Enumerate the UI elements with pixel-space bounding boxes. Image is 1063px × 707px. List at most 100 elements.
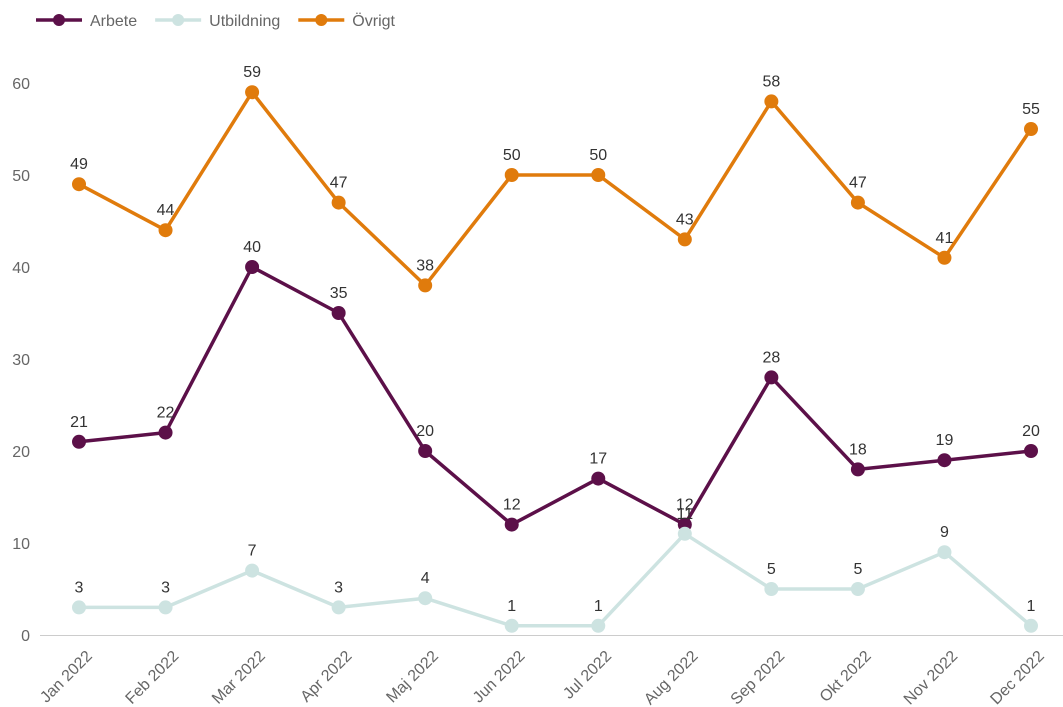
x-tick-label: Aug 2022	[641, 648, 702, 707]
legend-marker	[315, 14, 328, 26]
legend-item: Övrigt	[298, 12, 396, 30]
x-tick-label: Apr 2022	[298, 648, 356, 706]
data-point	[72, 600, 86, 615]
data-point	[245, 563, 260, 578]
data-point	[850, 582, 865, 596]
data-label: 4	[421, 570, 430, 587]
x-tick-label: Feb 2022	[123, 648, 183, 707]
data-point	[591, 618, 606, 633]
data-label: 12	[503, 497, 521, 514]
data-point	[504, 517, 519, 532]
data-point	[72, 434, 86, 449]
data-point	[331, 195, 346, 210]
data-label: 17	[589, 451, 607, 468]
data-label: 41	[936, 230, 954, 247]
data-label: 22	[157, 405, 175, 422]
data-point	[764, 94, 779, 109]
data-point	[418, 444, 433, 458]
x-tick-label: Jun 2022	[470, 648, 529, 707]
data-label: 47	[849, 175, 867, 192]
data-label: 9	[940, 524, 949, 541]
data-label: 59	[243, 64, 261, 81]
x-tick-label: Jul 2022	[560, 648, 615, 703]
y-tick-label: 0	[21, 628, 30, 645]
series-line	[78, 90, 1033, 288]
series-line	[78, 265, 1032, 527]
data-point	[850, 195, 865, 210]
legend-label: Övrigt	[352, 12, 395, 30]
y-tick-label: 60	[12, 76, 30, 93]
data-point	[158, 223, 173, 238]
data-point	[504, 618, 519, 633]
data-point	[591, 168, 606, 182]
data-label: 5	[853, 561, 862, 578]
data-label: 28	[762, 349, 780, 366]
legend-label: Arbete	[90, 13, 137, 30]
data-label: 1	[594, 598, 603, 615]
data-point	[591, 471, 606, 486]
legend-marker	[172, 14, 185, 26]
data-point	[937, 545, 952, 560]
series-line	[79, 532, 1033, 628]
y-tick-label: 20	[12, 444, 30, 461]
y-tick-label: 10	[12, 536, 30, 553]
data-point	[937, 453, 952, 468]
data-point	[158, 425, 173, 440]
data-label: 18	[849, 441, 867, 458]
data-label: 50	[503, 147, 521, 164]
data-point	[331, 600, 346, 615]
data-point	[418, 591, 433, 606]
y-tick-label: 50	[12, 168, 30, 185]
data-point	[677, 526, 692, 541]
data-label: 5	[767, 561, 776, 578]
x-tick-label: Nov 2022	[901, 648, 962, 707]
legend-label: Utbildning	[209, 13, 280, 30]
data-point	[937, 250, 952, 265]
data-point	[677, 232, 692, 247]
data-point	[331, 306, 346, 320]
x-tick-label: Okt 2022	[817, 648, 875, 706]
data-label: 35	[330, 285, 348, 302]
data-label: 21	[70, 414, 88, 431]
data-label: 58	[762, 73, 780, 90]
x-tick-label: Dec 2022	[987, 648, 1048, 707]
legend-item: Utbildning	[155, 13, 280, 30]
x-tick-label: Mar 2022	[209, 648, 269, 707]
data-label: 43	[676, 211, 694, 228]
data-point	[764, 370, 779, 385]
data-label: 3	[161, 579, 170, 596]
data-label: 3	[334, 579, 343, 596]
data-label: 44	[157, 202, 175, 219]
data-label: 49	[70, 156, 88, 173]
data-label: 3	[75, 579, 84, 596]
x-tick-label: Maj 2022	[383, 648, 442, 707]
data-point	[245, 85, 260, 100]
data-point	[504, 168, 519, 182]
data-label: 7	[248, 543, 257, 560]
data-label: 1	[507, 598, 516, 615]
data-point	[72, 177, 86, 192]
data-point	[850, 462, 865, 477]
legend-item: Arbete	[36, 13, 137, 30]
data-label: 12	[676, 497, 694, 514]
data-label: 40	[243, 239, 261, 256]
x-tick-label: Sep 2022	[728, 648, 789, 707]
data-point	[1024, 122, 1038, 136]
data-point	[245, 260, 260, 274]
data-label: 50	[589, 147, 607, 164]
data-label: 19	[936, 432, 954, 449]
data-label: 47	[330, 175, 348, 192]
data-label: 1	[1027, 598, 1036, 615]
legend-marker	[53, 14, 65, 26]
data-label: 55	[1022, 101, 1040, 118]
data-point	[158, 600, 173, 615]
data-label: 20	[416, 423, 434, 440]
y-tick-label: 30	[12, 352, 30, 369]
data-point	[418, 278, 433, 293]
data-point	[1024, 444, 1038, 458]
data-point	[764, 582, 779, 596]
data-label: 38	[416, 257, 434, 274]
data-point	[1024, 618, 1038, 633]
y-tick-label: 40	[12, 260, 30, 277]
